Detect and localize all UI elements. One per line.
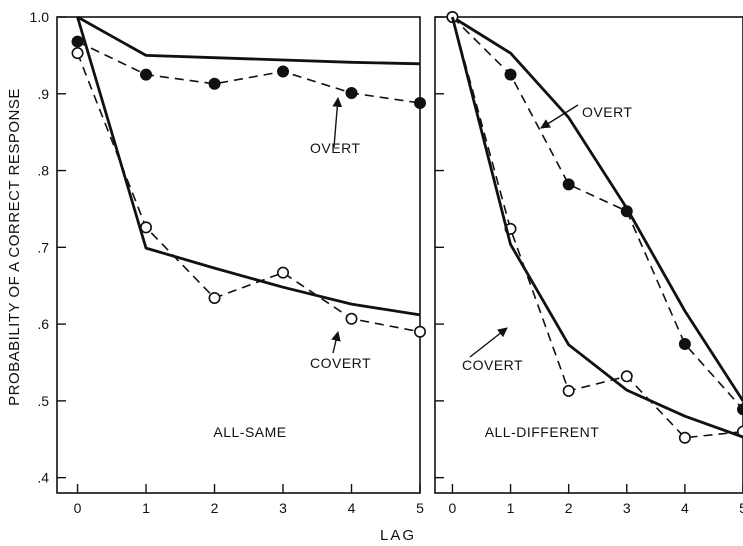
x-tick-label: 1 <box>507 500 515 516</box>
series-covert-model-line <box>451 16 743 439</box>
series-covert-data-point <box>562 384 575 397</box>
series-overt-data-point <box>71 35 84 48</box>
annotation-arrow <box>331 331 341 354</box>
panel-all-same: 0 1 2 3 4 5 1.0 .9 .8 .7 .6 .5 .4 OVERT COVERT ALL-SAME <box>30 9 426 516</box>
x-tick-label: 2 <box>211 500 219 516</box>
annotation-covert: COVERT <box>462 357 523 373</box>
y-tick-label: .8 <box>37 163 49 179</box>
series-overt-data-line <box>451 16 743 410</box>
plot-frame <box>56 16 421 494</box>
series-overt-data-point <box>345 87 358 100</box>
annotation-overt: OVERT <box>582 104 632 120</box>
annotation-arrow <box>332 97 343 148</box>
y-tick-label: .4 <box>37 470 49 486</box>
series-overt-data-point <box>413 96 426 109</box>
y-tick-label: .5 <box>37 393 49 409</box>
series-covert-data-point <box>345 312 358 325</box>
x-tick-label: 3 <box>623 500 631 516</box>
y-tick-label: 1.0 <box>30 9 50 25</box>
panel-label: ALL-SAME <box>213 424 286 440</box>
annotation-covert: COVERT <box>310 355 371 371</box>
series-overt-data-line <box>77 40 421 104</box>
series-overt-model-line <box>76 15 421 66</box>
series-covert-data-line <box>76 52 421 333</box>
x-tick-label: 5 <box>416 500 424 516</box>
series-overt-data-point <box>208 77 221 90</box>
annotation-arrow <box>469 327 508 358</box>
plot-frame <box>434 16 743 494</box>
x-tick-label: 0 <box>449 500 457 516</box>
series-overt-model-line <box>451 15 743 402</box>
annotation-arrow <box>540 104 579 129</box>
series-covert-data-point <box>208 291 221 304</box>
series-overt-data-point <box>737 403 743 416</box>
series-overt-data-point <box>678 338 691 351</box>
series-covert-model-line <box>76 16 421 317</box>
x-tick-label: 4 <box>681 500 689 516</box>
panel-label: ALL-DIFFERENT <box>485 424 600 440</box>
x-tick-label: 4 <box>348 500 356 516</box>
y-axis-title: PROBABILITY OF A CORRECT RESPONSE <box>6 88 23 406</box>
x-tick-label: 3 <box>279 500 287 516</box>
series-covert-data-point <box>620 370 633 383</box>
series-covert-data-point <box>140 221 153 234</box>
x-tick-label: 5 <box>739 500 743 516</box>
series-covert-data-point <box>277 266 290 279</box>
series-covert-data-point <box>678 431 691 444</box>
y-tick-label: .7 <box>37 239 49 255</box>
y-tick-label: .6 <box>37 316 49 332</box>
x-axis-title: LAG <box>380 527 416 544</box>
series-overt-data-point <box>140 68 153 81</box>
series-covert-data-point <box>413 325 426 338</box>
series-overt-data-point <box>277 65 290 78</box>
panel-all-different: 0 1 2 3 4 5 OVERT COVERT ALL-DIFFERENT <box>434 11 743 516</box>
series-overt-data-point <box>504 68 517 81</box>
x-tick-label: 0 <box>74 500 82 516</box>
annotation-overt: OVERT <box>310 140 360 156</box>
x-tick-label: 1 <box>142 500 150 516</box>
y-tick-label: .9 <box>37 86 49 102</box>
series-overt-data-point <box>562 178 575 191</box>
series-covert-data-point <box>71 47 84 60</box>
series-covert-data-line <box>451 16 743 439</box>
x-tick-label: 2 <box>565 500 573 516</box>
